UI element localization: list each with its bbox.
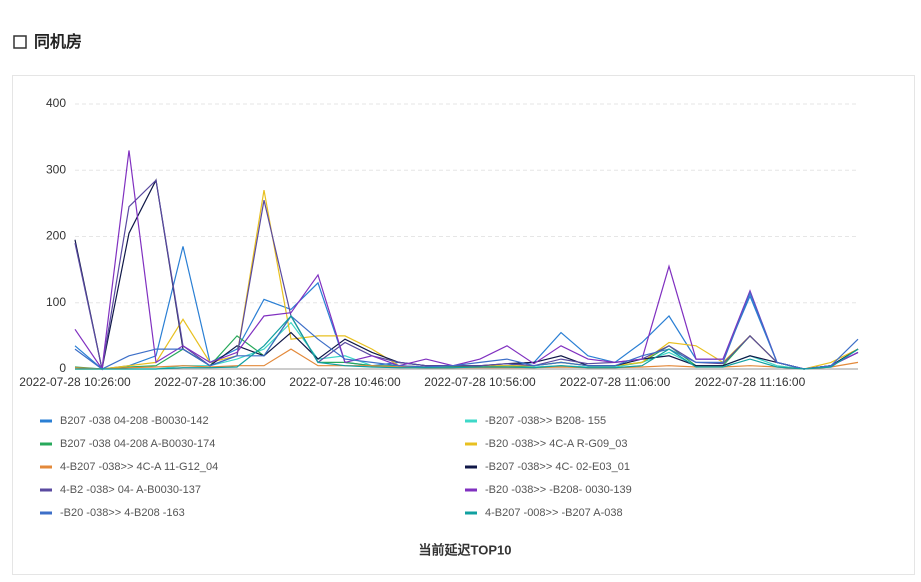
legend-label: B207 -038 04-208 -B0030-142 [60, 415, 209, 427]
chart-title: 当前延迟TOP10 [419, 542, 512, 557]
legend-label: -B207 -038>> B208- 155 [485, 415, 606, 427]
legend-swatch [465, 511, 477, 515]
legend-label: 4-B207 -008>> -B207 A-038 [485, 507, 623, 519]
x-tick-label: 2022-07-28 11:16:00 [695, 375, 806, 389]
x-tick-label: 2022-07-28 10:56:00 [424, 375, 536, 389]
legend-swatch [40, 465, 52, 469]
legend-swatch [40, 511, 52, 515]
series-line [74, 178, 859, 370]
legend-swatch [40, 442, 52, 446]
series-line [74, 246, 859, 370]
series-line [74, 291, 859, 370]
legend-swatch [465, 488, 477, 492]
series-line [74, 178, 859, 370]
legend-swatch [465, 442, 477, 446]
y-tick-label: 400 [46, 96, 66, 110]
title-icon [13, 35, 27, 49]
legend-label: 4-B2 -038> 04- A-B0030-137 [60, 484, 201, 496]
legend-swatch [40, 488, 52, 492]
legend-label: -B20 -038>> -B208- 0030-139 [485, 484, 632, 496]
y-tick-label: 100 [46, 295, 66, 309]
y-tick-label: 200 [46, 229, 66, 243]
series-line [74, 150, 859, 371]
y-tick-label: 0 [59, 361, 66, 375]
legend-swatch [465, 419, 477, 423]
series-line [75, 314, 859, 370]
x-tick-label: 2022-07-28 10:46:00 [289, 375, 401, 389]
x-tick-label: 2022-07-28 11:06:00 [560, 375, 671, 389]
section-title: 同机房 [34, 32, 82, 51]
series-line [75, 189, 859, 370]
legend-label: -B207 -038>> 4C- 02-E03_01 [485, 461, 630, 473]
x-tick-label: 2022-07-28 10:36:00 [154, 375, 266, 389]
legend-label: -B20 -038>> 4C-A R-G09_03 [485, 438, 627, 450]
card [12, 75, 915, 575]
legend-label: -B20 -038>> 4-B208 -163 [60, 507, 185, 519]
series-line [74, 314, 859, 370]
legend-label: B207 -038 04-208 A-B0030-174 [60, 438, 215, 450]
legend-swatch [40, 419, 52, 423]
legend-label: 4-B207 -038>> 4C-A 11-G12_04 [60, 461, 218, 473]
x-tick-label: 2022-07-28 10:26:00 [19, 375, 131, 389]
legend-swatch [465, 465, 477, 469]
y-tick-label: 300 [46, 162, 66, 176]
